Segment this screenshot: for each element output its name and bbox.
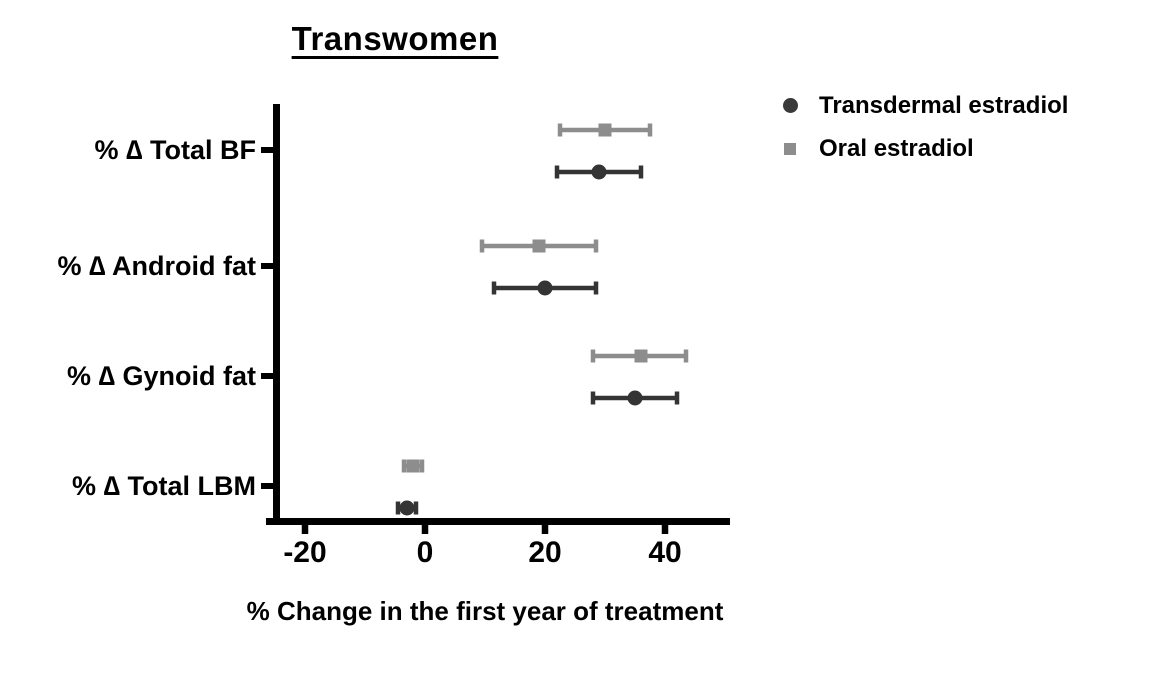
data-marker-transdermal-estradiol-total-lbm bbox=[399, 500, 415, 516]
legend: Transdermal estradiol Oral estradiol bbox=[773, 84, 1068, 170]
data-marker-transdermal-estradiol-total-bf bbox=[591, 164, 607, 180]
category-label-android-fat: % ∆ Android fat bbox=[57, 251, 256, 281]
data-marker-transdermal-estradiol-gynoid-fat bbox=[627, 390, 643, 406]
legend-item-transdermal-estradiol: Transdermal estradiol bbox=[773, 84, 1068, 127]
data-marker-oral-estradiol-android-fat bbox=[532, 239, 546, 253]
legend-label: Oral estradiol bbox=[819, 134, 974, 162]
category-label-total-lbm: % ∆ Total LBM bbox=[71, 471, 256, 501]
legend-item-oral-estradiol: Oral estradiol bbox=[773, 127, 1068, 170]
legend-label: Transdermal estradiol bbox=[819, 91, 1069, 119]
square-marker-icon bbox=[784, 142, 796, 155]
category-label-total-bf: % ∆ Total BF bbox=[94, 135, 256, 165]
x-tick-label: -20 bbox=[283, 536, 327, 569]
x-axis-label: % Change in the first year of treatment bbox=[246, 596, 724, 626]
x-tick-label: 20 bbox=[528, 536, 562, 569]
data-marker-transdermal-estradiol-android-fat bbox=[537, 280, 553, 296]
x-tick-label: 0 bbox=[416, 536, 434, 569]
data-marker-oral-estradiol-gynoid-fat bbox=[634, 349, 648, 363]
x-tick-label: 40 bbox=[648, 536, 682, 569]
category-label-gynoid-fat: % ∆ Gynoid fat bbox=[66, 361, 256, 391]
circle-marker-icon bbox=[782, 98, 798, 113]
data-marker-oral-estradiol-total-lbm bbox=[406, 459, 420, 473]
chart-title: Transwomen bbox=[291, 20, 499, 57]
data-marker-oral-estradiol-total-bf bbox=[598, 123, 612, 137]
